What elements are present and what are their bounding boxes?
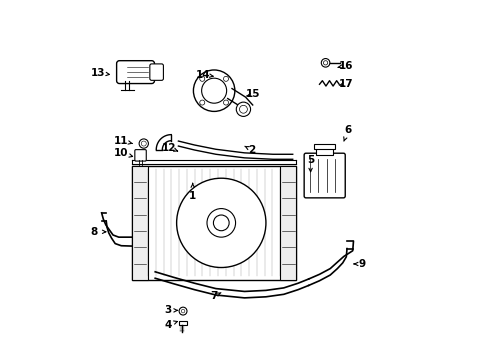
Circle shape — [179, 307, 186, 315]
FancyBboxPatch shape — [116, 61, 154, 84]
Text: 8: 8 — [91, 227, 98, 237]
Circle shape — [193, 70, 234, 111]
FancyBboxPatch shape — [149, 64, 163, 80]
Text: 7: 7 — [210, 291, 217, 301]
Circle shape — [141, 141, 146, 146]
Text: 17: 17 — [338, 78, 353, 89]
Text: 9: 9 — [358, 259, 365, 269]
Text: 15: 15 — [245, 89, 260, 99]
Bar — [315, 147, 332, 155]
Bar — [280, 166, 296, 280]
Text: 2: 2 — [247, 145, 255, 155]
Circle shape — [176, 178, 265, 267]
Text: 5: 5 — [306, 156, 314, 165]
Circle shape — [236, 102, 250, 116]
Circle shape — [239, 105, 247, 113]
Bar — [132, 166, 148, 280]
Text: 1: 1 — [189, 191, 196, 201]
Circle shape — [201, 78, 226, 103]
Text: 13: 13 — [91, 68, 105, 78]
Text: 6: 6 — [344, 125, 351, 135]
Text: 10: 10 — [114, 148, 128, 158]
Bar — [179, 321, 186, 325]
Circle shape — [206, 208, 235, 237]
Circle shape — [181, 309, 184, 313]
Circle shape — [223, 76, 228, 81]
Text: 12: 12 — [162, 143, 176, 153]
Circle shape — [200, 100, 204, 105]
Text: 3: 3 — [164, 305, 171, 315]
Circle shape — [200, 76, 204, 81]
Circle shape — [323, 61, 327, 65]
Text: 11: 11 — [114, 136, 128, 146]
Circle shape — [213, 215, 229, 231]
Text: 4: 4 — [163, 320, 171, 330]
FancyBboxPatch shape — [304, 153, 345, 198]
Text: 14: 14 — [196, 69, 210, 80]
Circle shape — [139, 139, 148, 148]
Bar — [132, 166, 296, 280]
Circle shape — [223, 100, 228, 105]
Circle shape — [321, 59, 329, 67]
Bar — [313, 144, 335, 149]
FancyBboxPatch shape — [135, 150, 146, 161]
Text: 16: 16 — [338, 61, 353, 71]
